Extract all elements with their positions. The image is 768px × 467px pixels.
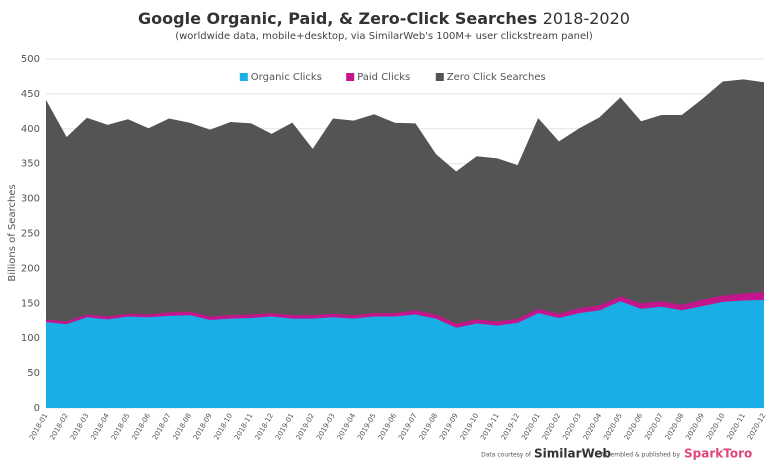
legend-swatch bbox=[239, 73, 248, 81]
y-tick-label: 300 bbox=[21, 194, 40, 205]
y-axis-label: Billions of Searches bbox=[7, 184, 18, 281]
data-source: SimilarWeb bbox=[534, 447, 611, 461]
x-tick-label: 2020-04 bbox=[582, 412, 604, 442]
legend-label: Paid Clicks bbox=[357, 72, 410, 83]
x-tick-label: 2018-10 bbox=[213, 412, 235, 441]
legend-label: Organic Clicks bbox=[251, 72, 322, 83]
area-edge bbox=[45, 79, 765, 173]
x-tick-label: 2019-05 bbox=[356, 412, 378, 441]
x-tick-label: 2019-09 bbox=[438, 412, 460, 441]
y-tick-label: 200 bbox=[21, 263, 40, 274]
area-fill bbox=[46, 292, 764, 328]
x-tick-label: 2019-03 bbox=[315, 412, 337, 441]
x-tick-label: 2020-05 bbox=[602, 412, 624, 441]
x-tick-label: 2019-12 bbox=[500, 412, 522, 441]
y-tick-label: 250 bbox=[21, 229, 40, 240]
area-fill bbox=[46, 299, 764, 408]
legend-swatch bbox=[435, 73, 444, 81]
x-tick-label: 2019-08 bbox=[418, 412, 440, 441]
x-tick-label: 2020-11 bbox=[725, 412, 747, 441]
legend-label: Zero Click Searches bbox=[447, 72, 546, 83]
title-years: 2018-2020 bbox=[543, 9, 630, 28]
publisher-credit: Assembled & published by bbox=[600, 452, 680, 459]
legend-swatch bbox=[346, 73, 355, 81]
x-tick-label: 2020-02 bbox=[541, 412, 563, 441]
x-tick-label: 2018-02 bbox=[48, 412, 70, 441]
publisher: SparkToro bbox=[684, 447, 752, 461]
x-tick-label: 2018-12 bbox=[254, 412, 276, 441]
x-tick-label: 2020-10 bbox=[705, 412, 727, 441]
x-tick-label: 2019-06 bbox=[377, 412, 399, 442]
x-tick-label: 2019-01 bbox=[274, 412, 296, 441]
y-tick-label: 150 bbox=[21, 298, 40, 309]
y-tick-label: 350 bbox=[21, 159, 40, 170]
x-tick-label: 2019-07 bbox=[397, 412, 419, 441]
x-tick-label: 2019-02 bbox=[295, 412, 317, 441]
x-tick-label: 2018-09 bbox=[192, 412, 214, 441]
x-tick-label: 2019-10 bbox=[459, 412, 481, 441]
x-tick-label: 2018-01 bbox=[28, 412, 50, 441]
data-credit: Data courtesy of bbox=[481, 452, 532, 459]
x-tick-label: 2020-12 bbox=[746, 412, 768, 441]
y-tick-label: 50 bbox=[27, 368, 40, 379]
x-tick-label: 2020-09 bbox=[684, 412, 706, 441]
y-tick-label: 100 bbox=[21, 333, 40, 344]
x-tick-label: 2019-04 bbox=[336, 412, 358, 442]
y-tick-label: 500 bbox=[21, 54, 40, 65]
x-tick-label: 2018-11 bbox=[233, 412, 255, 441]
x-tick-label: 2020-03 bbox=[561, 412, 583, 441]
x-tick-label: 2018-03 bbox=[69, 412, 91, 441]
x-tick-label: 2020-08 bbox=[664, 412, 686, 441]
chart-title: Google Organic, Paid, & Zero-Click Searc… bbox=[138, 9, 630, 28]
y-tick-label: 450 bbox=[21, 89, 40, 100]
x-tick-label: 2018-05 bbox=[110, 412, 132, 441]
x-tick-label: 2019-11 bbox=[479, 412, 501, 441]
x-tick-label: 2020-06 bbox=[623, 412, 645, 442]
x-tick-label: 2018-08 bbox=[172, 412, 194, 441]
area-fill bbox=[46, 79, 764, 324]
x-tick-label: 2018-06 bbox=[130, 412, 152, 442]
x-tick-label: 2018-04 bbox=[89, 412, 111, 442]
chart-subtitle: (worldwide data, mobile+desktop, via Sim… bbox=[175, 31, 593, 42]
title-main: Google Organic, Paid, & Zero-Click Searc… bbox=[138, 9, 537, 28]
x-tick-label: 2020-07 bbox=[643, 412, 665, 441]
y-tick-label: 400 bbox=[21, 124, 40, 135]
x-tick-label: 2018-07 bbox=[151, 412, 173, 441]
x-tick-label: 2020-01 bbox=[520, 412, 542, 441]
y-tick-label: 0 bbox=[34, 403, 40, 414]
